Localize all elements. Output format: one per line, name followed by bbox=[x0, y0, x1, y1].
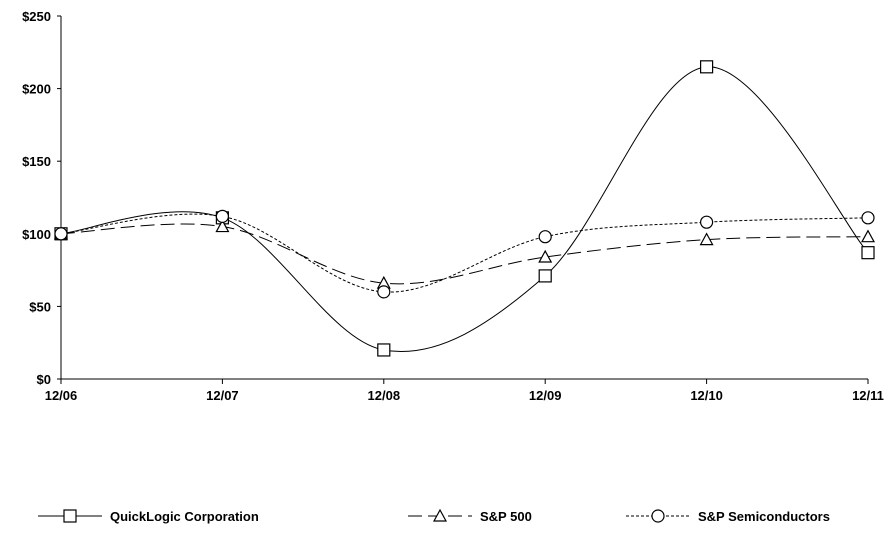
axes: $0 $50 $100 $150 $200 $250 12/06 12/07 12/08 12/0… bbox=[22, 9, 884, 403]
legend-label: QuickLogic Corporation bbox=[110, 509, 259, 524]
y-tick-label: $250 bbox=[22, 9, 51, 24]
y-tick-label: $200 bbox=[22, 82, 51, 97]
data-point bbox=[538, 230, 552, 244]
y-tick-label: $50 bbox=[29, 299, 51, 314]
series-2 bbox=[54, 209, 875, 299]
series-layer bbox=[53, 60, 876, 357]
y-tick-label: $100 bbox=[22, 227, 51, 242]
x-tick-label: 12/07 bbox=[206, 388, 239, 403]
data-point bbox=[699, 232, 714, 246]
legend-item: S&P Semiconductors bbox=[626, 509, 830, 524]
legend-marker bbox=[432, 508, 448, 522]
legend-label: S&P 500 bbox=[480, 509, 532, 524]
legend-marker bbox=[651, 509, 665, 523]
x-tick-label: 12/11 bbox=[852, 388, 884, 403]
data-point bbox=[699, 215, 714, 229]
legend-item: S&P 500 bbox=[408, 508, 532, 524]
legend-item: QuickLogic Corporation bbox=[38, 509, 259, 524]
data-point bbox=[538, 269, 552, 283]
x-tick-label: 12/10 bbox=[690, 388, 723, 403]
legend-marker bbox=[63, 509, 77, 523]
x-tick-label: 12/08 bbox=[368, 388, 401, 403]
data-point bbox=[215, 219, 230, 233]
x-tick-label: 12/06 bbox=[45, 388, 78, 403]
legend-label: S&P Semiconductors bbox=[698, 509, 830, 524]
series-line bbox=[60, 213, 869, 293]
data-point bbox=[377, 285, 391, 299]
data-point bbox=[861, 246, 875, 260]
data-point bbox=[699, 60, 714, 74]
series-1 bbox=[53, 219, 876, 289]
y-tick-label: $0 bbox=[37, 372, 51, 387]
data-point bbox=[54, 227, 68, 241]
data-point bbox=[861, 211, 875, 225]
x-tick-label: 12/09 bbox=[529, 388, 562, 403]
series-0 bbox=[54, 60, 875, 357]
data-point bbox=[860, 229, 876, 243]
legend: QuickLogic Corporation S&P 500 S&P Semicon… bbox=[38, 508, 830, 524]
series-line bbox=[60, 66, 869, 352]
y-tick-label: $150 bbox=[22, 154, 51, 169]
series-line bbox=[60, 223, 869, 285]
data-point bbox=[538, 249, 553, 263]
data-point bbox=[215, 209, 229, 223]
data-point bbox=[377, 343, 391, 357]
